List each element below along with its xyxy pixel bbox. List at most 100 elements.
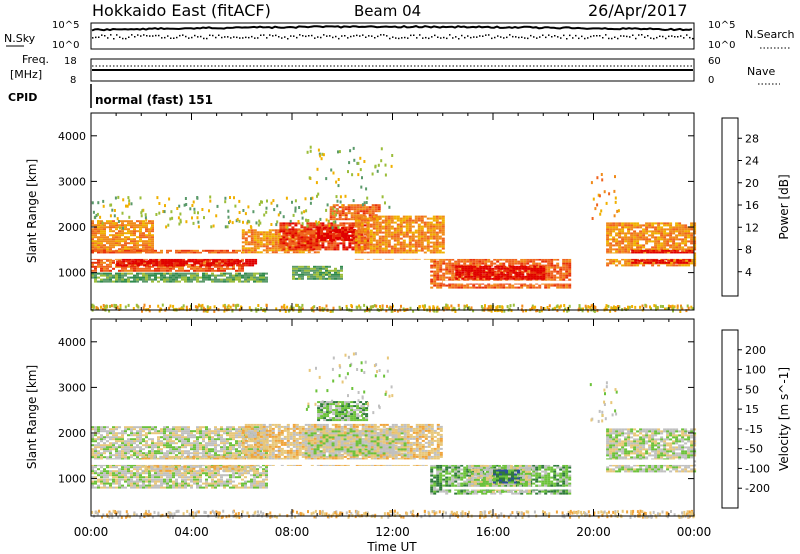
data-cell (417, 229, 421, 232)
data-cell (390, 251, 394, 254)
data-cell (381, 249, 385, 252)
data-speck (564, 307, 567, 311)
data-cell (166, 265, 169, 268)
data-cell (451, 272, 455, 275)
data-cell (152, 264, 156, 267)
data-cell (342, 222, 346, 225)
data-cell (229, 272, 232, 275)
data-cell (288, 222, 292, 225)
data-cell (300, 232, 304, 235)
nsearch-dot (302, 35, 304, 37)
data-cell (523, 264, 527, 267)
data-cell (673, 249, 677, 252)
data-speck (265, 304, 268, 308)
data-cell (637, 259, 641, 262)
data-cell (268, 239, 272, 242)
data-cell (562, 276, 566, 279)
nsearch-dot (269, 34, 271, 36)
data-speck (581, 309, 584, 313)
data-cell (350, 214, 354, 217)
data-cell (164, 260, 168, 263)
data-cell (291, 242, 295, 245)
data-cell (291, 228, 295, 231)
nsearch-dot (272, 35, 274, 37)
data-cell (517, 282, 521, 285)
data-cell (248, 262, 252, 265)
data-cell (651, 222, 655, 225)
data-cell (550, 276, 554, 279)
data-cell (484, 258, 488, 261)
data-cell (329, 214, 333, 217)
data-speck (114, 222, 117, 226)
data-cell (384, 241, 388, 244)
data-cell (100, 248, 103, 251)
data-cell (639, 248, 643, 251)
data-cell (639, 262, 643, 265)
data-cell (298, 251, 302, 254)
data-cell (547, 286, 551, 289)
data-cell (535, 286, 539, 289)
data-cell (469, 272, 473, 275)
data-cell (152, 258, 156, 261)
data-cell (214, 280, 217, 283)
data-speck (328, 224, 331, 228)
data-cell (288, 246, 292, 249)
data-cell (324, 246, 328, 249)
data-cell (633, 238, 637, 241)
data-cell (550, 270, 554, 273)
data-cell (106, 274, 109, 277)
data-speck (334, 220, 337, 224)
data-cell (417, 249, 421, 252)
data-speck (248, 306, 251, 310)
data-speck (409, 306, 412, 310)
data-cell (256, 276, 259, 279)
data-cell (451, 258, 455, 261)
data-cell (669, 238, 673, 241)
data-cell (196, 249, 199, 252)
nsearch-dot (119, 36, 121, 38)
data-cell (115, 232, 118, 235)
data-cell (310, 273, 313, 276)
data-cell (654, 228, 658, 231)
data-cell (344, 227, 348, 229)
nsearch-dot (605, 34, 607, 36)
data-speck (257, 304, 260, 307)
data-cell (429, 237, 433, 240)
data-cell (360, 234, 364, 237)
data-cell (336, 238, 340, 241)
data-cell (526, 262, 530, 265)
data-cell (672, 260, 676, 263)
data-cell (654, 242, 658, 245)
data-cell (202, 269, 205, 272)
data-cell (369, 245, 373, 248)
nsearch-dot (470, 36, 472, 39)
data-cell (390, 237, 394, 240)
data-cell (420, 229, 424, 232)
data-cell (612, 226, 616, 229)
data-cell (312, 236, 316, 239)
data-cell (291, 236, 295, 239)
data-cell (378, 223, 382, 226)
data-cell (196, 267, 199, 270)
nsearch-dot (557, 36, 559, 38)
data-speck (339, 200, 342, 204)
data-cell (119, 262, 123, 265)
data-cell (188, 260, 192, 263)
data-cell (426, 245, 430, 248)
data-cell (316, 265, 319, 268)
data-cell (187, 265, 190, 268)
data-cell (184, 272, 187, 275)
data-speck (231, 309, 234, 313)
data-cell (206, 258, 210, 261)
data-cell (130, 222, 133, 225)
data-cell (426, 235, 430, 238)
data-speck (178, 222, 181, 226)
data-cell (565, 258, 569, 261)
data-speck (644, 303, 647, 307)
nsearch-dot (197, 36, 199, 38)
data-cell (148, 236, 151, 239)
data-cell (112, 250, 115, 253)
data-cell (149, 260, 153, 263)
data-cell (163, 276, 166, 279)
data-cell (329, 227, 333, 229)
